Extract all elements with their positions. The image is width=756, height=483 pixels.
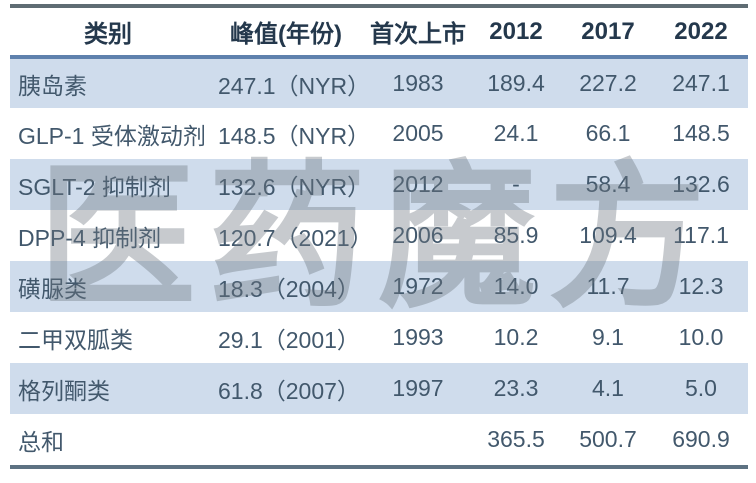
cell-2012: 365.5: [487, 426, 545, 452]
cell-peak-year: 120.7（2021）: [218, 224, 366, 251]
cell-category: 胰岛素: [18, 72, 87, 99]
cell-2017: 66.1: [585, 120, 631, 146]
cell-peak-year: [206, 414, 366, 465]
table-row: 总和 365.5 500.7 690.9: [10, 414, 748, 465]
column-header-2012: 2012: [489, 17, 543, 45]
cell-2017: 227.2: [579, 70, 637, 96]
table-row: 磺脲类 18.3（2004） 1972 14.0 11.7 12.3: [10, 261, 748, 312]
cell-2022: 690.9: [672, 426, 730, 452]
cell-2017: 109.4: [579, 222, 637, 248]
cell-2012: 14.0: [493, 273, 539, 299]
cell-peak-year: 61.8（2007）: [218, 377, 360, 404]
cell-2022: 10.0: [678, 324, 724, 350]
table-row: DPP-4 抑制剂 120.7（2021） 2006 85.9 109.4 11…: [10, 210, 748, 261]
cell-2012: 85.9: [493, 222, 539, 248]
column-header-2017: 2017: [581, 17, 635, 45]
data-table: 类别 峰值(年份) 首次上市 2012 2017 2022 胰岛素 247.1（…: [10, 8, 748, 465]
cell-2017: 11.7: [586, 273, 630, 299]
header-row: 类别 峰值(年份) 首次上市 2012 2017 2022: [10, 8, 748, 57]
cell-2017: 58.4: [585, 171, 631, 197]
cell-2012: -: [512, 171, 520, 197]
table-bottom-border: [10, 465, 748, 469]
cell-peak-year: 247.1（NYR）: [218, 72, 366, 99]
cell-first-launch: 1983: [392, 70, 444, 96]
cell-category: 磺脲类: [18, 275, 87, 302]
cell-2022: 247.1: [672, 70, 730, 96]
table-row: GLP-1 受体激动剂 148.5（NYR） 2005 24.1 66.1 14…: [10, 108, 748, 159]
column-header-category: 类别: [84, 21, 132, 48]
cell-first-launch: 2006: [392, 222, 444, 248]
drug-class-sales-table: 类别 峰值(年份) 首次上市 2012 2017 2022 胰岛素 247.1（…: [10, 4, 748, 469]
cell-2012: 23.3: [493, 375, 539, 401]
cell-2012: 10.2: [493, 324, 539, 350]
cell-category: GLP-1 受体激动剂: [18, 122, 206, 149]
cell-2022: 5.0: [685, 375, 717, 401]
cell-peak-year: 148.5（NYR）: [218, 122, 366, 149]
cell-2022: 117.1: [673, 222, 729, 248]
column-header-2022: 2022: [674, 17, 728, 45]
cell-2017: 500.7: [579, 426, 637, 452]
cell-2012: 24.1: [493, 120, 539, 146]
cell-2022: 132.6: [672, 171, 730, 197]
cell-peak-year: 29.1（2001）: [218, 326, 360, 353]
cell-category: 总和: [18, 428, 64, 455]
cell-category: 二甲双胍类: [18, 326, 133, 353]
cell-first-launch: 2012: [392, 171, 444, 197]
cell-first-launch: 1993: [392, 324, 444, 350]
cell-category: SGLT-2 抑制剂: [18, 173, 171, 200]
column-header-peak-year: 峰值(年份): [230, 21, 342, 48]
table-row: 胰岛素 247.1（NYR） 1983 189.4 227.2 247.1: [10, 57, 748, 108]
table-row: 二甲双胍类 29.1（2001） 1993 10.2 9.1 10.0: [10, 312, 748, 363]
cell-peak-year: 132.6（NYR）: [218, 173, 366, 200]
cell-2012: 189.4: [487, 70, 545, 96]
cell-2017: 9.1: [592, 324, 624, 350]
table-row: 格列酮类 61.8（2007） 1997 23.3 4.1 5.0: [10, 363, 748, 414]
cell-2022: 12.3: [678, 273, 724, 299]
cell-first-launch: 1997: [392, 375, 444, 401]
table-row: SGLT-2 抑制剂 132.6（NYR） 2012 - 58.4 132.6: [10, 159, 748, 210]
cell-peak-year: 18.3（2004）: [218, 275, 360, 302]
cell-2017: 4.1: [592, 375, 624, 401]
cell-category: DPP-4 抑制剂: [18, 224, 162, 251]
cell-category: 格列酮类: [18, 377, 110, 404]
table-body: 胰岛素 247.1（NYR） 1983 189.4 227.2 247.1 GL…: [10, 57, 748, 465]
cell-first-launch: 2005: [392, 120, 444, 146]
cell-first-launch: [366, 414, 470, 465]
cell-first-launch: 1972: [392, 273, 444, 299]
column-header-first-launch: 首次上市: [370, 21, 466, 48]
cell-2022: 148.5: [672, 120, 730, 146]
table-top-border: [10, 4, 748, 8]
